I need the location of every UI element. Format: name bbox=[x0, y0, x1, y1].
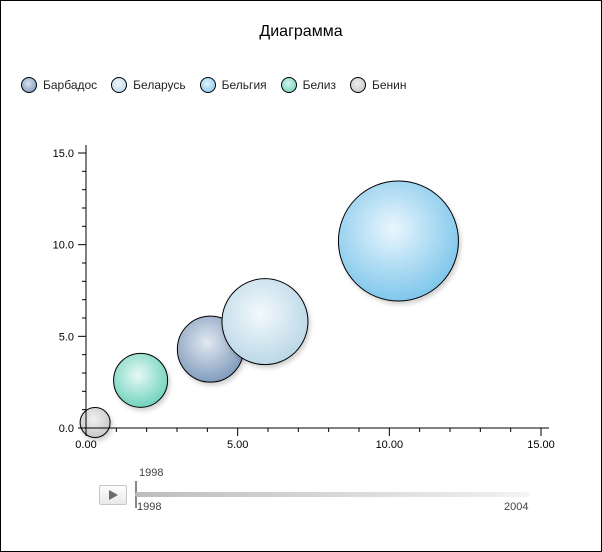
play-button[interactable] bbox=[99, 485, 127, 505]
x-tick-label: 5.00 bbox=[227, 439, 248, 451]
x-tick-label: 10.00 bbox=[376, 439, 404, 451]
legend-label: Бенин bbox=[372, 78, 407, 92]
legend-label: Бельгия bbox=[222, 78, 267, 92]
chart-title: Диаграмма bbox=[1, 23, 601, 41]
bubbles-layer bbox=[80, 181, 458, 438]
axes-layer: 0.0 5.0 10.0 15.0 0.00 5.00 10.00 15.00 bbox=[53, 145, 555, 451]
legend-item: Бенин bbox=[350, 77, 407, 93]
legend-label: Беларусь bbox=[133, 78, 185, 92]
legend-item: Белиз bbox=[281, 77, 336, 93]
legend-swatch bbox=[200, 77, 216, 93]
legend-item: Бельгия bbox=[200, 77, 267, 93]
bubble-Бенин bbox=[80, 408, 110, 438]
x-tick-label: 0.00 bbox=[75, 439, 96, 451]
legend-swatch bbox=[111, 77, 127, 93]
timeline-range-start: 1998 bbox=[137, 501, 161, 513]
legend: Барбадос Беларусь Бельгия Белиз Бенин bbox=[21, 77, 407, 93]
bubble-Белиз bbox=[114, 353, 168, 407]
y-tick-label: 5.0 bbox=[59, 331, 74, 343]
y-tick-label: 15.0 bbox=[53, 148, 74, 160]
bubble-Беларусь bbox=[222, 279, 308, 365]
legend-item: Беларусь bbox=[111, 77, 185, 93]
legend-swatch bbox=[350, 77, 366, 93]
timeline-range-end: 2004 bbox=[504, 501, 528, 513]
play-icon bbox=[109, 490, 118, 500]
chart-frame: Диаграмма Барбадос Беларусь Бельгия Белиз Бе… bbox=[0, 0, 602, 552]
x-tick-label: 15.00 bbox=[527, 439, 555, 451]
legend-item: Барбадос bbox=[21, 77, 97, 93]
legend-label: Барбадос bbox=[43, 78, 97, 92]
legend-swatch bbox=[21, 77, 37, 93]
legend-label: Белиз bbox=[303, 78, 336, 92]
timeline-current-label: 1998 bbox=[139, 467, 163, 479]
y-tick-label: 0.0 bbox=[59, 423, 74, 435]
legend-swatch bbox=[281, 77, 297, 93]
plot-area: 0.05.010.015.00.005.0010.0015.00 bbox=[86, 153, 541, 428]
bubble-Бельгия bbox=[338, 181, 458, 301]
timeline-track[interactable] bbox=[135, 492, 530, 497]
y-tick-label: 10.0 bbox=[53, 240, 74, 252]
